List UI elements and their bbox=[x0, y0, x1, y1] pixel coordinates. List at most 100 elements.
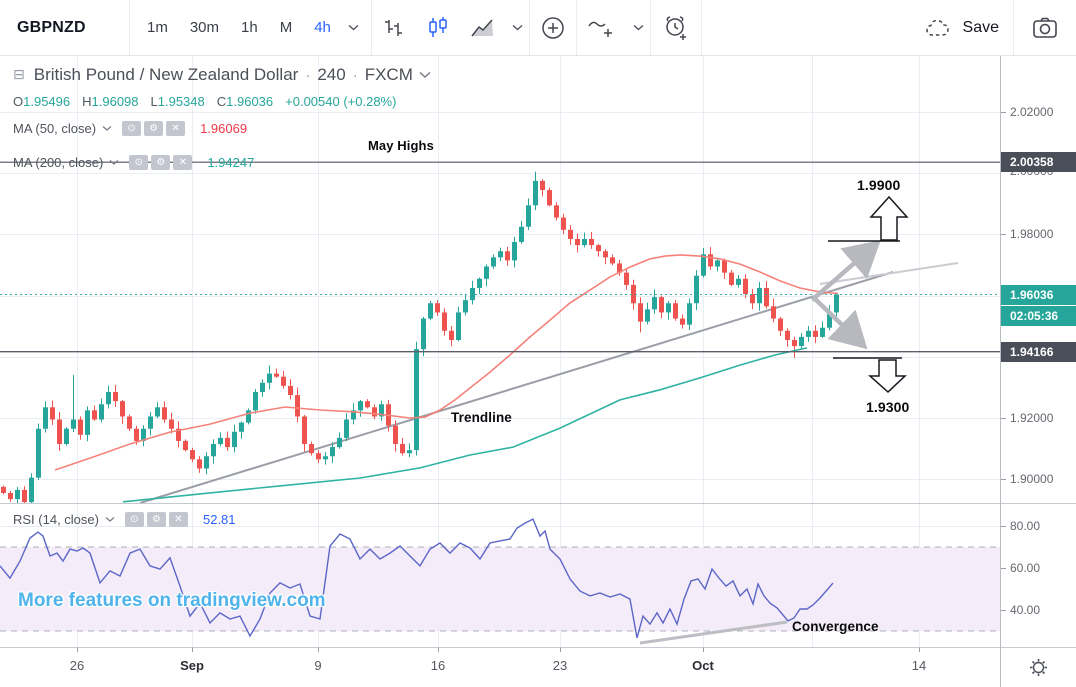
rsi-axis-tick bbox=[1001, 610, 1006, 611]
price-chart-canvas[interactable] bbox=[0, 55, 1000, 503]
candle-body bbox=[771, 306, 776, 319]
bar-chart-style-icon[interactable] bbox=[372, 17, 416, 39]
candle-body bbox=[393, 425, 398, 445]
open-label: O bbox=[13, 94, 24, 109]
chart-exchange: FXCM bbox=[364, 65, 413, 84]
dot-separator: · bbox=[305, 66, 311, 84]
ma200-label[interactable]: MA (200, close) bbox=[13, 155, 104, 170]
cloud-icon bbox=[925, 19, 949, 36]
candle-body bbox=[372, 407, 377, 417]
ma200-visibility-icon[interactable]: ⊙ bbox=[129, 155, 149, 170]
toolbar-separator bbox=[700, 0, 702, 55]
ma200-line bbox=[122, 347, 808, 503]
candle-body bbox=[750, 294, 755, 304]
time-axis[interactable]: 26 Sep 9 16 23 Oct 14 bbox=[0, 648, 1000, 687]
interval-button-M[interactable]: M bbox=[279, 19, 293, 36]
toolbar-separator bbox=[528, 0, 530, 55]
ma50-settings-gear-icon[interactable]: ⚙ bbox=[144, 121, 164, 136]
rsi-axis[interactable]: 80.00 60.00 40.00 bbox=[1001, 504, 1076, 647]
interval-chevron-down-icon[interactable] bbox=[342, 24, 365, 31]
may-highs-annotation[interactable]: May Highs bbox=[368, 138, 434, 153]
ma200-chevron-down-icon[interactable] bbox=[109, 159, 119, 166]
upper-target-annotation[interactable]: 1.9900 bbox=[857, 177, 901, 193]
interval-button-1h[interactable]: 1h bbox=[241, 19, 258, 36]
indicators-icon[interactable] bbox=[577, 16, 627, 40]
ma50-chevron-down-icon[interactable] bbox=[102, 125, 112, 132]
title-chevron-down-icon[interactable] bbox=[419, 71, 431, 79]
convergence-annotation[interactable]: Convergence bbox=[792, 619, 879, 634]
compare-plus-icon[interactable] bbox=[530, 15, 576, 41]
open-value: 1.95496 bbox=[23, 94, 71, 109]
rsi-pane: RSI (14, close) ⊙ ⚙ ✕ 52.81 More feature… bbox=[0, 504, 1000, 647]
candle-body bbox=[239, 422, 244, 432]
symbol-search-button[interactable]: GBPNZD bbox=[17, 18, 86, 36]
chart-style-chevron-down-icon[interactable] bbox=[506, 24, 529, 31]
time-axis-label: 14 bbox=[911, 658, 927, 673]
candle-body bbox=[554, 205, 559, 218]
candle-body bbox=[694, 275, 699, 304]
price-pane: ⊟ British Pound / New Zealand Dollar · 2… bbox=[0, 55, 1000, 503]
candle-body bbox=[428, 303, 433, 319]
candle-body bbox=[736, 278, 741, 285]
candle-body bbox=[218, 437, 223, 445]
rsi-chevron-down-icon[interactable] bbox=[105, 516, 115, 523]
candle-body bbox=[246, 410, 251, 423]
ma50-visibility-icon[interactable]: ⊙ bbox=[122, 121, 142, 136]
candle-body bbox=[729, 272, 734, 285]
time-axis-tick bbox=[438, 648, 439, 652]
scenario-arrow bbox=[810, 240, 881, 302]
block-arrow-down bbox=[868, 359, 907, 394]
candle-body bbox=[491, 257, 496, 267]
candle-body bbox=[631, 284, 636, 304]
candle-body bbox=[232, 431, 237, 448]
candle-body bbox=[190, 450, 195, 460]
interval-button-1m[interactable]: 1m bbox=[147, 19, 168, 36]
save-button[interactable]: Save bbox=[911, 18, 1013, 38]
candle-body bbox=[512, 242, 517, 261]
candles-chart-style-icon[interactable] bbox=[416, 16, 460, 40]
ma200-settings-gear-icon[interactable]: ⚙ bbox=[151, 155, 171, 170]
pane-divider[interactable] bbox=[0, 503, 1076, 504]
candle-body bbox=[169, 419, 174, 429]
rsi-visibility-icon[interactable]: ⊙ bbox=[124, 512, 144, 527]
lower-target-annotation[interactable]: 1.9300 bbox=[866, 399, 910, 415]
change-value: +0.00540 (+0.28%) bbox=[285, 94, 397, 109]
chart-settings-gear-icon[interactable] bbox=[1029, 658, 1048, 677]
ma50-remove-icon[interactable]: ✕ bbox=[166, 121, 186, 136]
candle-body bbox=[673, 303, 678, 319]
candle-body bbox=[589, 238, 594, 246]
time-axis-tick bbox=[77, 648, 78, 652]
chart-legend-title-row: ⊟ British Pound / New Zealand Dollar · 2… bbox=[13, 65, 431, 85]
ma50-label[interactable]: MA (50, close) bbox=[13, 121, 97, 136]
price-axis[interactable]: 2.020002.000001.980001.920001.900002.003… bbox=[1001, 55, 1076, 503]
trendline-annotation[interactable]: Trendline bbox=[451, 410, 512, 425]
candle-body bbox=[1, 486, 6, 493]
chart-title[interactable]: British Pound / New Zealand Dollar bbox=[33, 65, 299, 84]
candle-body bbox=[652, 297, 657, 310]
ma200-remove-icon[interactable]: ✕ bbox=[173, 155, 193, 170]
candle-body bbox=[596, 245, 601, 252]
candle-body bbox=[29, 477, 34, 503]
candle-body bbox=[540, 180, 545, 191]
rsi-chart-canvas[interactable] bbox=[0, 504, 1000, 647]
toolbar-separator bbox=[370, 0, 372, 55]
candle-body bbox=[64, 428, 69, 445]
tradingview-watermark[interactable]: More features on tradingview.com bbox=[18, 590, 326, 611]
interval-button-30m[interactable]: 30m bbox=[189, 19, 220, 36]
area-chart-style-icon[interactable] bbox=[460, 17, 506, 39]
rsi-value: 52.81 bbox=[202, 512, 236, 527]
indicators-chevron-down-icon[interactable] bbox=[627, 24, 650, 31]
candle-body bbox=[470, 287, 475, 301]
rsi-settings-gear-icon[interactable]: ⚙ bbox=[146, 512, 166, 527]
candle-body bbox=[743, 278, 748, 295]
rsi-label[interactable]: RSI (14, close) bbox=[13, 512, 99, 527]
candle-body bbox=[92, 410, 97, 420]
alert-plus-icon[interactable] bbox=[651, 15, 701, 41]
collapse-pane-icon[interactable]: ⊟ bbox=[13, 67, 25, 83]
screenshot-camera-icon[interactable] bbox=[1014, 17, 1076, 39]
rsi-remove-icon[interactable]: ✕ bbox=[168, 512, 188, 527]
toolbar-separator bbox=[1013, 0, 1014, 55]
price-axis-badge: 1.94166 bbox=[1001, 342, 1076, 362]
candle-body bbox=[722, 260, 727, 273]
interval-button-4h[interactable]: 4h bbox=[314, 19, 331, 36]
